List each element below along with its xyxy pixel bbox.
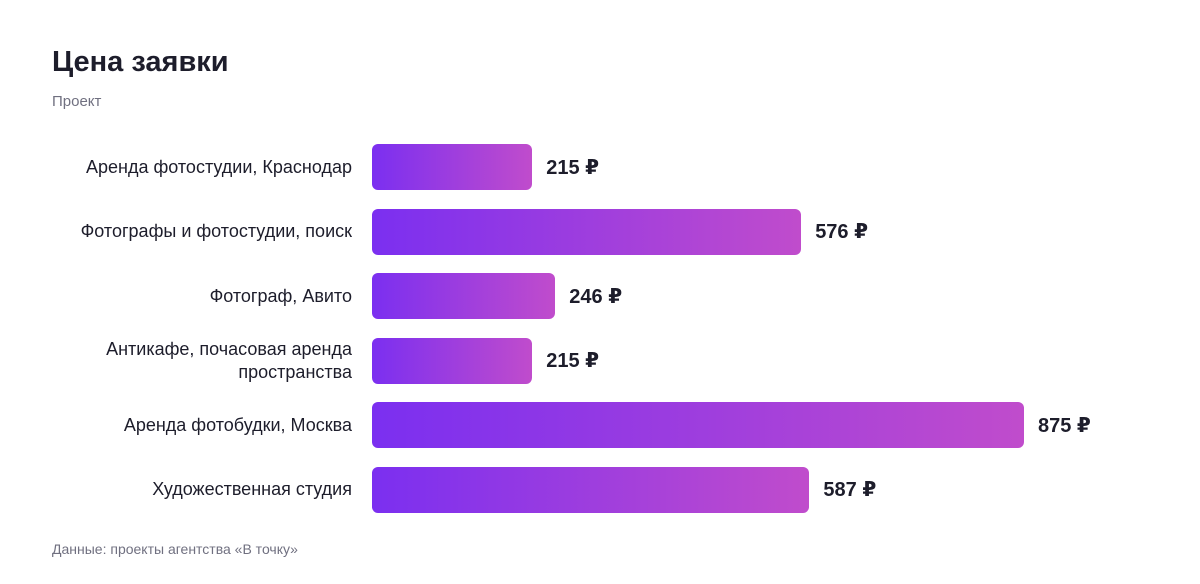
category-label: Антикафе, почасовая аренда пространства — [106, 338, 352, 382]
value-label: 875 ₽ — [1038, 414, 1091, 437]
value-label: 215 ₽ — [546, 350, 600, 372]
category-label: Аренда фотобудки, Москва — [123, 414, 352, 435]
bar — [372, 144, 533, 190]
category-label: Художественная студия — [152, 479, 352, 499]
value-label: 576 ₽ — [815, 221, 869, 243]
chart-subtitle: Проект — [52, 93, 102, 110]
value-label: 215 ₽ — [546, 156, 600, 179]
category-label: Фотографы и фотостудии, поиск — [80, 221, 352, 241]
bar — [372, 337, 533, 384]
value-label: 587 ₽ — [823, 479, 877, 501]
source-note: Данные: проекты агентства «В точку» — [52, 541, 298, 557]
chart-title: Цена заявки — [52, 46, 229, 78]
bar — [372, 273, 556, 319]
bar — [372, 402, 1024, 448]
value-label: 246 ₽ — [569, 285, 623, 308]
bar — [372, 466, 810, 513]
category-label: Аренда фотостудии, Краснодар — [85, 156, 352, 177]
bar — [372, 208, 802, 255]
category-label: Фотограф, Авито — [209, 285, 352, 306]
